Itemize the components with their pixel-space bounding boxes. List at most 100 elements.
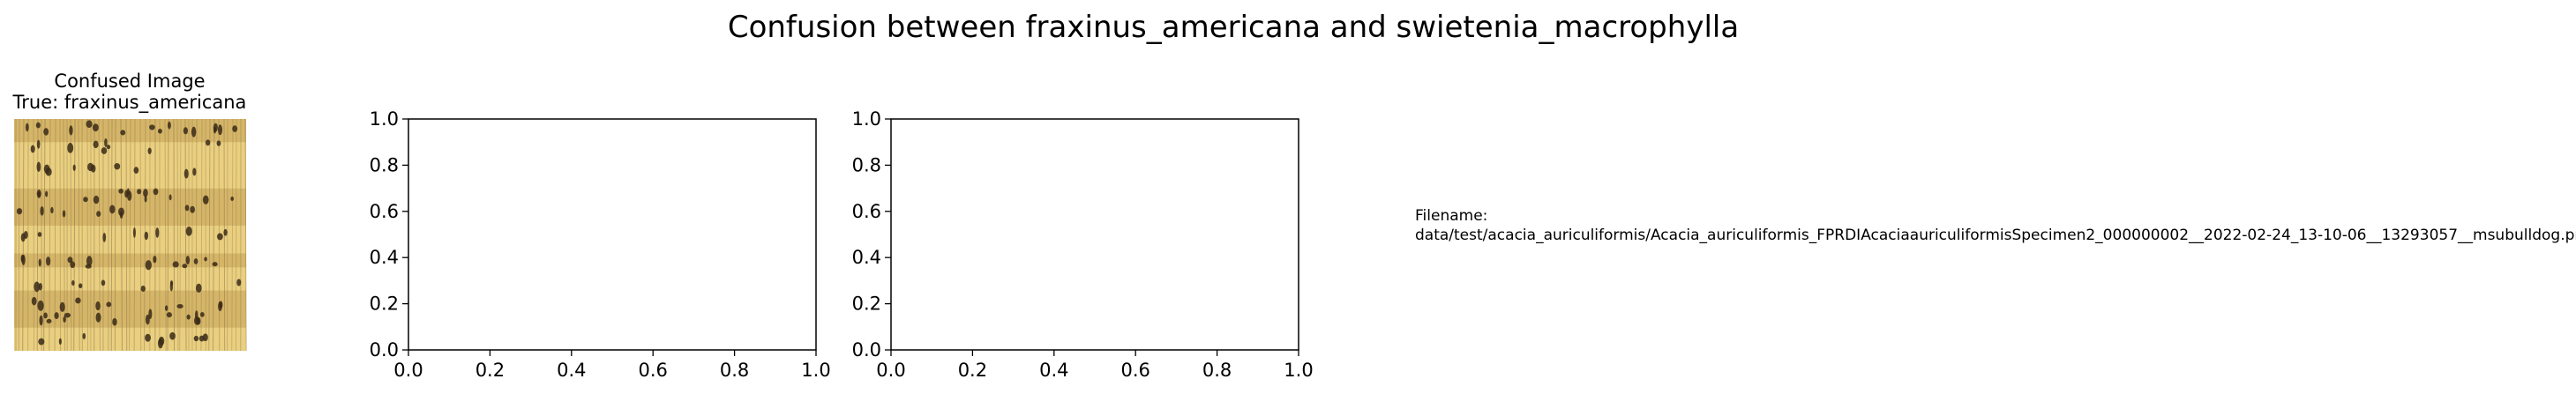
wood-pore xyxy=(106,301,112,308)
wood-ray xyxy=(129,118,131,352)
wood-pore xyxy=(172,261,179,268)
wood-pore xyxy=(72,164,76,172)
wood-pore xyxy=(36,161,41,173)
wood-pore xyxy=(192,167,197,176)
y-tick-label: 0.2 xyxy=(370,294,399,315)
wood-grain-image xyxy=(14,118,247,352)
wood-pore xyxy=(43,128,49,136)
wood-pore xyxy=(58,338,62,346)
wood-pore xyxy=(185,256,191,265)
wood-pore xyxy=(40,205,44,216)
wood-pore xyxy=(20,254,25,263)
figure-suptitle: Confusion between fraxinus_americana and… xyxy=(728,10,1739,45)
wood-pore xyxy=(38,338,45,346)
wood-pore xyxy=(43,164,50,174)
axes-2: 0.0 0.2 0.4 0.6 0.8 1.0 0.0 0.2 0.4 0.6 0.8 1.0 xyxy=(852,108,1314,381)
x-tick-label: 0.0 xyxy=(876,360,905,381)
wood-pore xyxy=(109,204,116,214)
wood-pore xyxy=(118,188,124,194)
axes-1-xticks: 0.0 0.2 0.4 0.6 0.8 1.0 xyxy=(393,350,831,381)
wood-pore xyxy=(63,316,66,323)
wood-pore xyxy=(31,296,37,306)
wood-pore xyxy=(82,332,86,339)
wood-pore xyxy=(236,279,242,286)
wood-pore xyxy=(37,300,44,311)
wood-pore xyxy=(95,301,101,311)
wood-pore xyxy=(54,312,59,319)
wood-band xyxy=(14,119,246,143)
wood-pore xyxy=(230,197,235,202)
axes-2-frame xyxy=(890,118,1299,351)
wood-ray xyxy=(139,118,142,352)
wood-pore xyxy=(164,305,168,311)
x-tick-label: 0.6 xyxy=(638,360,667,381)
wood-pore xyxy=(186,314,191,320)
wood-pore xyxy=(193,258,198,264)
wood-pore xyxy=(183,127,189,135)
wood-pore xyxy=(37,191,41,197)
wood-pore xyxy=(144,196,147,203)
wood-ray xyxy=(98,118,101,352)
x-tick-label: 0.8 xyxy=(1202,360,1232,381)
wood-pore xyxy=(217,124,223,136)
wood-pore xyxy=(46,256,51,266)
wood-pore xyxy=(140,285,146,293)
wood-pore xyxy=(106,145,111,150)
y-tick-label: 0.6 xyxy=(370,201,399,222)
wood-pore xyxy=(198,335,205,342)
wood-pore xyxy=(96,211,101,217)
wood-pore xyxy=(36,139,41,149)
y-tick-label: 0.2 xyxy=(852,294,881,315)
image-panel-true-label: True: fraxinus_americana xyxy=(12,92,247,114)
wood-pore xyxy=(75,297,81,304)
wood-pore xyxy=(167,121,171,130)
wood-ray xyxy=(244,118,247,352)
wood-ray xyxy=(176,118,179,352)
wood-pore xyxy=(39,315,43,326)
wood-ray xyxy=(43,118,46,352)
wood-ray xyxy=(59,118,61,352)
wood-pore xyxy=(102,233,107,242)
wood-pore xyxy=(193,335,199,342)
wood-ray xyxy=(231,118,234,352)
wood-pore xyxy=(168,194,172,201)
wood-pore xyxy=(205,139,211,146)
wood-pore xyxy=(204,256,207,262)
wood-pore xyxy=(133,167,139,174)
y-tick-label: 0.4 xyxy=(370,247,399,268)
wood-pore xyxy=(35,122,41,129)
wood-pore xyxy=(50,206,54,214)
x-tick-label: 0.6 xyxy=(1120,360,1149,381)
wood-pore xyxy=(199,311,205,317)
wood-pore xyxy=(176,303,183,309)
wood-pore xyxy=(62,210,66,218)
wood-pore xyxy=(25,123,29,132)
image-panel-title: Confused Image xyxy=(54,71,205,92)
x-tick-label: 1.0 xyxy=(1284,360,1313,381)
wood-pore xyxy=(93,140,99,149)
wood-pore xyxy=(144,231,149,241)
wood-ray xyxy=(125,118,128,352)
wood-pore xyxy=(147,147,152,154)
x-tick-label: 0.2 xyxy=(958,360,987,381)
wood-pore xyxy=(114,163,121,170)
y-tick-label: 1.0 xyxy=(852,108,881,130)
wood-pore xyxy=(59,301,65,312)
wood-pore xyxy=(86,120,93,129)
wood-pore xyxy=(195,283,202,293)
wood-ray xyxy=(110,118,113,352)
wood-pore xyxy=(137,189,142,195)
wood-pore xyxy=(101,147,108,154)
wood-pore xyxy=(16,208,23,215)
wood-pore xyxy=(218,301,222,312)
wood-pore xyxy=(34,281,41,293)
wood-ray xyxy=(36,118,39,352)
wood-pore xyxy=(69,125,73,136)
wood-pore xyxy=(30,145,35,153)
axes-1-yticks: 0.0 0.2 0.4 0.6 0.8 1.0 xyxy=(370,108,408,361)
wood-ray xyxy=(164,118,167,352)
wood-pore xyxy=(83,197,88,203)
axes-1-frame xyxy=(408,118,817,351)
wood-ray xyxy=(208,118,211,352)
filename-path: data/test/acacia_auriculiformis/Acacia_a… xyxy=(1415,227,2576,244)
